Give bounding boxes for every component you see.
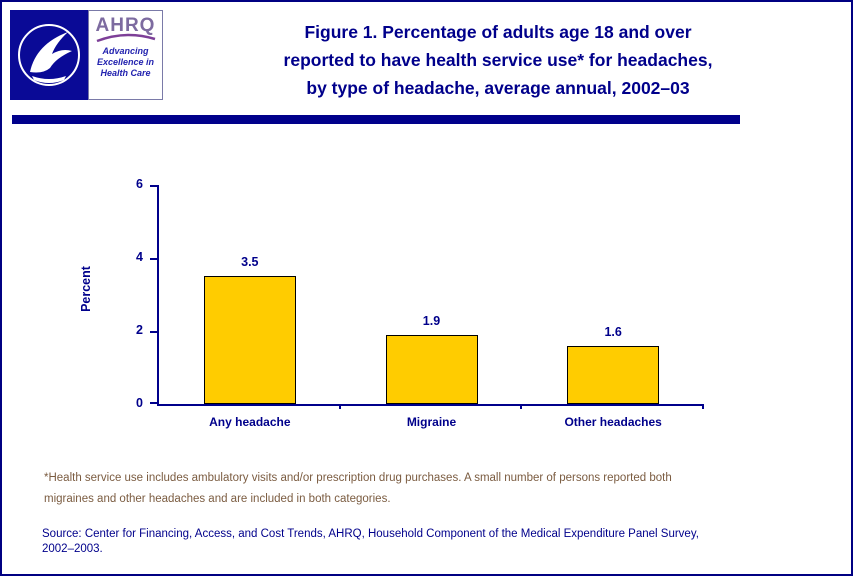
- y-axis-tick: [150, 185, 157, 187]
- figure-title-line-2: reported to have health service use* for…: [283, 50, 713, 70]
- y-axis-tick: [150, 402, 157, 404]
- ahrq-logo: AHRQ Advancing Excellence in Health Care: [88, 10, 163, 100]
- y-axis-tick-label: 2: [136, 323, 143, 337]
- header-divider-bar: [12, 115, 740, 124]
- ahrq-tagline-line: Excellence in: [96, 57, 155, 67]
- x-axis-category-label: Any headache: [209, 415, 291, 429]
- ahrq-tagline-line: Health Care: [100, 68, 151, 78]
- figure-title: Figure 1. Percentage of adults age 18 an…: [164, 18, 832, 102]
- source-line-2: 2002–2003.: [42, 543, 103, 555]
- bar-any-headache: [203, 276, 296, 404]
- logo-block: AHRQ Advancing Excellence in Health Care: [10, 10, 163, 100]
- x-axis-category-label: Other headaches: [564, 415, 662, 429]
- hhs-eagle-icon: [18, 24, 80, 86]
- plot-area: 0 2 4 6 3.5 Any headache 1.9 Migraine 1.6 Other h…: [136, 177, 704, 429]
- ahrq-tagline: Advancing Excellence in Health Care: [97, 46, 154, 79]
- footnote-line-1: *Health service use includes ambulatory …: [44, 472, 672, 484]
- ahrq-tagline-line: Advancing: [102, 46, 149, 56]
- ahrq-acronym: AHRQ: [95, 15, 156, 36]
- figure-title-line-1: Figure 1. Percentage of adults age 18 an…: [304, 22, 692, 42]
- footnote-line-2: migraines and other headaches and are in…: [44, 493, 391, 505]
- figure-title-line-3: by type of headache, average annual, 200…: [306, 78, 690, 98]
- hhs-seal-icon: [10, 10, 88, 100]
- y-axis-tick-label: 4: [136, 250, 143, 264]
- x-axis-tick: [520, 404, 523, 409]
- y-axis-title: Percent: [79, 266, 93, 312]
- footnote: *Health service use includes ambulatory …: [44, 468, 834, 510]
- source-note: Source: Center for Financing, Access, an…: [42, 527, 832, 557]
- y-axis-tick: [150, 258, 157, 260]
- ahrq-swoosh-icon: [96, 33, 155, 43]
- bar-value-label: 3.5: [241, 255, 259, 270]
- bar-value-label: 1.9: [422, 313, 441, 328]
- bar-migraine: [385, 334, 478, 404]
- bar-value-label: 1.6: [604, 324, 622, 339]
- bar-other-headaches: [567, 345, 660, 404]
- y-axis-tick-label: 0: [136, 396, 143, 410]
- x-axis-tick: [338, 404, 341, 409]
- source-line-1: Source: Center for Financing, Access, an…: [42, 528, 699, 540]
- y-axis-tick: [150, 331, 157, 333]
- y-axis-tick-label: 6: [136, 177, 143, 191]
- x-axis-category-label: Migraine: [406, 415, 457, 429]
- x-axis-tick: [702, 404, 704, 409]
